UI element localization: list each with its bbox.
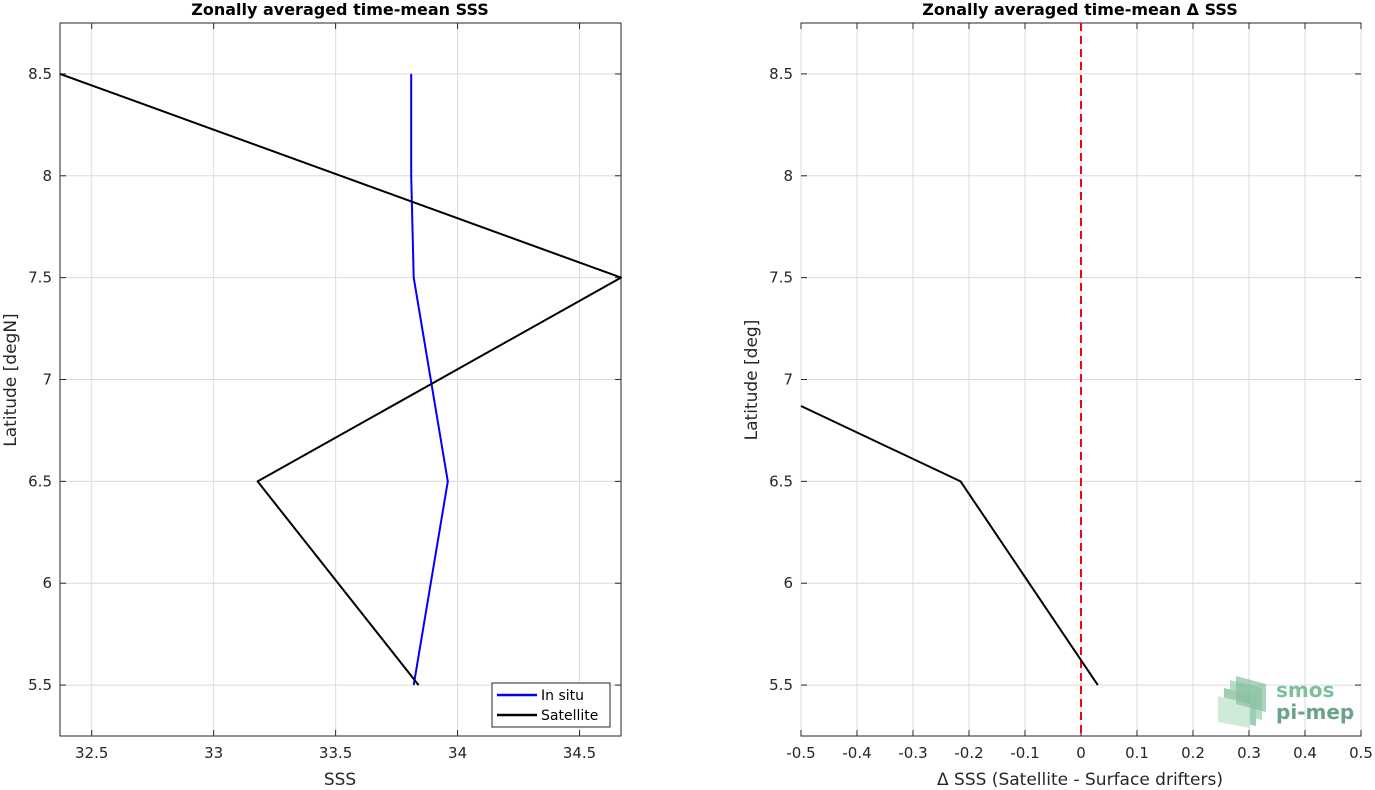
series-0-line (800, 405, 1099, 686)
y-tick-label: 7 (783, 371, 793, 389)
left-y-ticks: 5.5 6 6.5 7 7.5 8 8.5 (28, 65, 621, 694)
y-tick-label: 8.5 (28, 65, 52, 83)
x-tick-label: 32.5 (75, 744, 108, 762)
logo-text-line1: smos (1276, 678, 1334, 702)
x-tick-label: -0.5 (786, 744, 815, 762)
right-series-lines (800, 405, 1099, 686)
logo-text-line2: pi-mep (1276, 700, 1354, 724)
x-tick-label: 0.1 (1125, 744, 1149, 762)
x-tick-label: 34.5 (563, 744, 596, 762)
legend: In situ Satellite (491, 682, 611, 728)
logo-emblem-icon (1218, 676, 1266, 728)
x-tick-label: -0.2 (954, 744, 983, 762)
right-x-ticks: -0.5 -0.4 -0.3 -0.2 -0.1 0 0.1 0.2 0.3 0.4 0.5 (786, 23, 1373, 762)
smos-pi-mep-logo: smos pi-mep (1218, 676, 1354, 728)
legend-label-satellite: Satellite (541, 708, 598, 724)
right-y-ticks: 5.5 6 6.5 7 7.5 8 8.5 (769, 65, 1361, 694)
in-situ-line (410, 73, 449, 686)
x-tick-label: 33 (204, 744, 223, 762)
left-x-ticks: 32.5 33 33.5 34 34.5 (75, 23, 596, 762)
y-tick-label: 6.5 (28, 472, 52, 490)
x-tick-label: -0.1 (1010, 744, 1039, 762)
right-x-axis-label: Δ SSS (Satellite - Surface drifters) (937, 770, 1223, 790)
y-tick-label: 5.5 (769, 676, 793, 694)
y-tick-label: 7.5 (769, 269, 793, 287)
left-x-axis-label: SSS (324, 770, 356, 790)
x-tick-label: 33.5 (319, 744, 352, 762)
left-chart-title: Zonally averaged time-mean SSS (191, 0, 489, 19)
x-tick-label: 0.4 (1293, 744, 1317, 762)
x-tick-label: 0.5 (1349, 744, 1373, 762)
x-tick-label: -0.3 (898, 744, 927, 762)
y-tick-label: 5.5 (28, 676, 52, 694)
right-y-axis-label: Latitude [deg] (742, 320, 762, 441)
y-tick-label: 7.5 (28, 269, 52, 287)
legend-box (491, 682, 611, 728)
y-tick-label: 6.5 (769, 472, 793, 490)
satellite-line (59, 72, 622, 686)
right-chart-title: Zonally averaged time-mean Δ SSS (922, 0, 1238, 19)
y-tick-label: 6 (783, 574, 793, 592)
right-panel: -0.5 -0.4 -0.3 -0.2 -0.1 0 0.1 0.2 0.3 0.4 0.5 5.5… (742, 0, 1373, 790)
legend-label-in-situ: In situ (541, 688, 584, 704)
y-tick-label: 6 (42, 574, 52, 592)
y-tick-label: 8 (783, 167, 793, 185)
y-tick-label: 7 (42, 371, 52, 389)
x-tick-label: -0.4 (842, 744, 871, 762)
x-tick-label: 0.3 (1237, 744, 1261, 762)
y-tick-label: 8.5 (769, 65, 793, 83)
left-y-axis-label: Latitude [degN] (1, 313, 21, 446)
x-tick-label: 0.2 (1181, 744, 1205, 762)
left-series-lines (59, 72, 622, 686)
y-tick-label: 8 (42, 167, 52, 185)
x-tick-label: 0 (1076, 744, 1086, 762)
left-panel: 32.5 33 33.5 34 34.5 5.5 6 6.5 7 7.5 8 8.5 Zonally… (1, 0, 622, 790)
x-tick-label: 34 (448, 744, 467, 762)
